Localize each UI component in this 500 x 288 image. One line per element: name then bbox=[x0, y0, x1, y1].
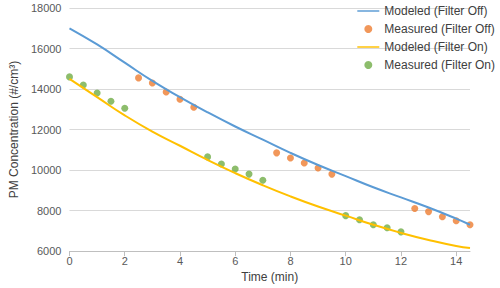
svg-text:2: 2 bbox=[122, 255, 128, 267]
svg-text:Measured (Filter Off): Measured (Filter Off) bbox=[384, 22, 494, 36]
svg-text:14: 14 bbox=[450, 255, 462, 267]
svg-text:PM Concentration (#/cm³): PM Concentration (#/cm³) bbox=[7, 61, 21, 198]
svg-text:4: 4 bbox=[177, 255, 183, 267]
svg-text:10: 10 bbox=[340, 255, 352, 267]
svg-text:Measured (Filter On): Measured (Filter On) bbox=[384, 58, 495, 72]
svg-text:Modeled (Filter Off): Modeled (Filter Off) bbox=[384, 4, 487, 18]
svg-text:16000: 16000 bbox=[31, 43, 62, 55]
svg-text:Modeled (Filter On): Modeled (Filter On) bbox=[384, 40, 487, 54]
svg-text:8: 8 bbox=[287, 255, 293, 267]
svg-text:12000: 12000 bbox=[31, 124, 62, 136]
svg-text:12: 12 bbox=[395, 255, 407, 267]
svg-text:14000: 14000 bbox=[31, 83, 62, 95]
svg-text:Time (min): Time (min) bbox=[241, 270, 298, 284]
svg-text:6000: 6000 bbox=[37, 245, 61, 257]
svg-text:10000: 10000 bbox=[31, 164, 62, 176]
svg-text:6: 6 bbox=[232, 255, 238, 267]
svg-text:18000: 18000 bbox=[31, 2, 62, 14]
svg-text:0: 0 bbox=[66, 255, 72, 267]
svg-text:8000: 8000 bbox=[37, 205, 61, 217]
